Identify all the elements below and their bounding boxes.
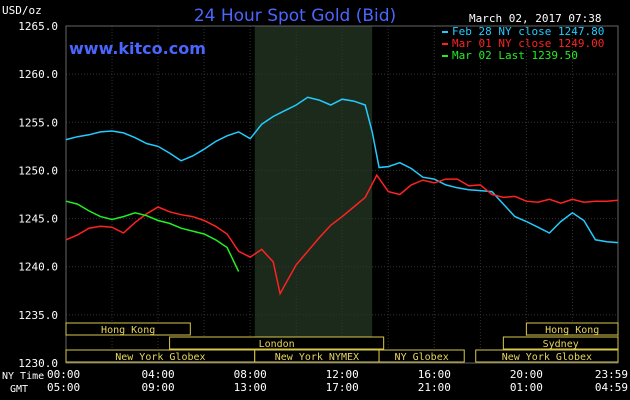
- x-tick-label-ny: 00:00: [47, 368, 80, 381]
- chart-title: 24 Hour Spot Gold (Bid): [194, 6, 396, 26]
- y-tick-label: 1265.0: [18, 20, 58, 33]
- y-tick-label: 1235.0: [18, 309, 58, 322]
- y-unit-label: USD/oz: [2, 4, 42, 17]
- x-tick-label-gmt: 09:00: [142, 381, 175, 394]
- grid-lines: [66, 25, 618, 364]
- x-tick-label-gmt: 17:00: [326, 381, 359, 394]
- session-label: New York NYMEX: [275, 352, 359, 363]
- x-tick-label-ny: 12:00: [326, 368, 359, 381]
- x-tick-label-ny: 04:00: [142, 368, 175, 381]
- date-label: March 02, 2017 07:38: [469, 12, 601, 25]
- x-tick-label-gmt: 01:00: [510, 381, 543, 394]
- session-label: New York Globex: [502, 352, 592, 363]
- session-bar: [65, 322, 191, 336]
- series-lines: [65, 96, 619, 296]
- session-bar: [525, 322, 619, 336]
- legend-entry: Mar 02 Last 1239.50: [452, 49, 578, 62]
- series-line: [65, 200, 240, 272]
- session-bars: Hong Kong Hong Kong London Sydney New York G…: [65, 322, 619, 363]
- gmt-row-label: GMT: [10, 384, 28, 395]
- series-line: [65, 96, 619, 244]
- session-bar: [475, 349, 619, 363]
- trading-hours-shade: [254, 26, 373, 363]
- session-label: Hong Kong: [101, 325, 155, 336]
- session-label: NY Globex: [395, 352, 449, 363]
- y-tick-label: 1250.0: [18, 164, 58, 177]
- y-tick-label: 1240.0: [18, 261, 58, 274]
- series-line: [65, 173, 619, 296]
- legend-entry: Feb 28 NY close 1247.80: [452, 25, 604, 38]
- x-tick-label-ny: 20:00: [510, 368, 543, 381]
- y-tick-label: 1255.0: [18, 116, 58, 129]
- y-tick-label: 1230.0: [18, 357, 58, 370]
- plot-border: [65, 25, 619, 364]
- y-tick-label: 1245.0: [18, 213, 58, 226]
- session-label: Hong Kong: [545, 325, 599, 336]
- x-tick-label-gmt: 13:00: [234, 381, 267, 394]
- session-bar: [169, 336, 385, 350]
- y-axis: 1265.0 1260.0 1255.0 1250.0 1245.0 1240.0 1235…: [18, 20, 58, 370]
- session-label: New York Globex: [115, 352, 205, 363]
- x-tick-label-ny: 23:59: [595, 368, 628, 381]
- x-tick-label-gmt: 04:59: [595, 381, 628, 394]
- legend-entry: Mar 01 NY close 1249.00: [452, 37, 604, 50]
- x-tick-label-gmt: 21:00: [418, 381, 451, 394]
- x-tick-label-ny: 08:00: [234, 368, 267, 381]
- session-label: Sydney: [543, 339, 579, 350]
- y-tick-label: 1260.0: [18, 68, 58, 81]
- ny-time-row-label: NY Time: [2, 371, 44, 382]
- watermark: www.kitco.com: [69, 39, 206, 58]
- session-bar: [502, 336, 619, 350]
- session-label: London: [259, 339, 295, 350]
- x-tick-label-gmt: 05:00: [47, 381, 80, 394]
- session-bar: [378, 349, 465, 363]
- x-tick-label-ny: 16:00: [418, 368, 451, 381]
